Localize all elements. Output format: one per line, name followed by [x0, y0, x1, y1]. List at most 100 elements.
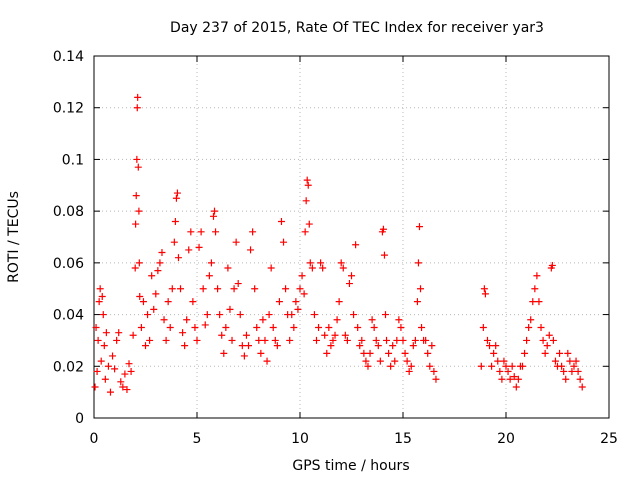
- data-point: [329, 336, 337, 344]
- data-point: [327, 342, 335, 350]
- data-point: [197, 228, 205, 236]
- data-point: [267, 264, 275, 272]
- data-point: [302, 197, 310, 205]
- data-point: [224, 264, 232, 272]
- data-point: [104, 362, 112, 370]
- data-point: [368, 316, 376, 324]
- data-point: [403, 357, 411, 365]
- data-point: [362, 357, 370, 365]
- data-point: [364, 362, 372, 370]
- data-point: [152, 290, 160, 298]
- data-point: [496, 367, 504, 375]
- data-point: [380, 251, 388, 259]
- data-point: [259, 316, 267, 324]
- data-point: [282, 285, 290, 293]
- data-point: [211, 207, 219, 215]
- data-point: [411, 336, 419, 344]
- x-tick-label: 5: [193, 431, 202, 447]
- data-point: [121, 370, 129, 378]
- data-point: [148, 272, 156, 280]
- data-point: [381, 311, 389, 319]
- data-point: [525, 324, 533, 331]
- data-point: [393, 336, 401, 344]
- data-point: [230, 285, 238, 293]
- data-point: [171, 217, 179, 225]
- data-point: [212, 228, 220, 236]
- data-point: [142, 342, 149, 350]
- data-point: [319, 264, 327, 272]
- data-point: [150, 305, 158, 313]
- data-point: [228, 336, 236, 344]
- y-tick-label: 0.14: [53, 49, 84, 65]
- data-point: [401, 349, 409, 357]
- data-point: [185, 246, 193, 254]
- x-tick-label: 25: [600, 431, 618, 447]
- data-point: [521, 349, 529, 357]
- data-point: [191, 324, 199, 331]
- data-point: [306, 259, 314, 267]
- data-point: [376, 357, 384, 365]
- y-tick-label: 0.04: [53, 308, 84, 324]
- data-point: [174, 254, 182, 262]
- data-point: [170, 238, 178, 246]
- data-point: [508, 362, 516, 370]
- data-point: [418, 324, 426, 331]
- data-point: [432, 375, 440, 383]
- data-point: [286, 336, 294, 344]
- data-point: [492, 342, 500, 350]
- data-point: [220, 349, 228, 357]
- data-point: [331, 331, 339, 339]
- data-point: [488, 362, 496, 370]
- data-point: [564, 349, 572, 357]
- data-point: [409, 342, 417, 350]
- data-point: [558, 362, 566, 370]
- data-point: [92, 324, 100, 331]
- data-point: [543, 342, 551, 350]
- data-point: [263, 357, 271, 365]
- data-point: [106, 388, 114, 396]
- data-point: [113, 336, 121, 344]
- data-point: [164, 298, 172, 306]
- data-point: [502, 362, 510, 370]
- data-point: [562, 375, 570, 383]
- data-point: [139, 298, 147, 306]
- data-point: [216, 311, 224, 319]
- data-point: [339, 264, 347, 272]
- data-point: [261, 336, 269, 344]
- data-point: [271, 336, 279, 344]
- data-point: [277, 217, 285, 225]
- y-tick-label: 0: [75, 411, 84, 427]
- data-point: [136, 292, 144, 300]
- data-point: [135, 207, 143, 215]
- data-point: [323, 349, 331, 357]
- data-point: [181, 342, 189, 350]
- data-point: [389, 342, 397, 350]
- data-point: [288, 311, 296, 319]
- data-point: [397, 324, 405, 331]
- data-point: [294, 305, 302, 313]
- data-point: [500, 357, 508, 365]
- data-point: [238, 342, 246, 350]
- data-point: [133, 104, 141, 112]
- data-point: [95, 298, 103, 306]
- data-point: [234, 280, 242, 288]
- data-point: [405, 367, 413, 375]
- data-point: [568, 367, 576, 375]
- data-point: [97, 357, 105, 365]
- data-point: [374, 342, 382, 350]
- data-point: [531, 285, 539, 293]
- data-point: [91, 383, 99, 391]
- data-point: [549, 336, 557, 344]
- y-tick-label: 0.06: [53, 256, 84, 272]
- data-point: [195, 243, 203, 251]
- data-point: [251, 285, 259, 293]
- data-point: [537, 324, 545, 331]
- data-point: [160, 316, 168, 324]
- data-point: [156, 259, 164, 267]
- data-point: [539, 336, 547, 344]
- data-point: [111, 365, 119, 373]
- data-point: [298, 272, 306, 280]
- data-point: [574, 367, 582, 375]
- data-point: [343, 336, 351, 344]
- data-point: [218, 331, 226, 339]
